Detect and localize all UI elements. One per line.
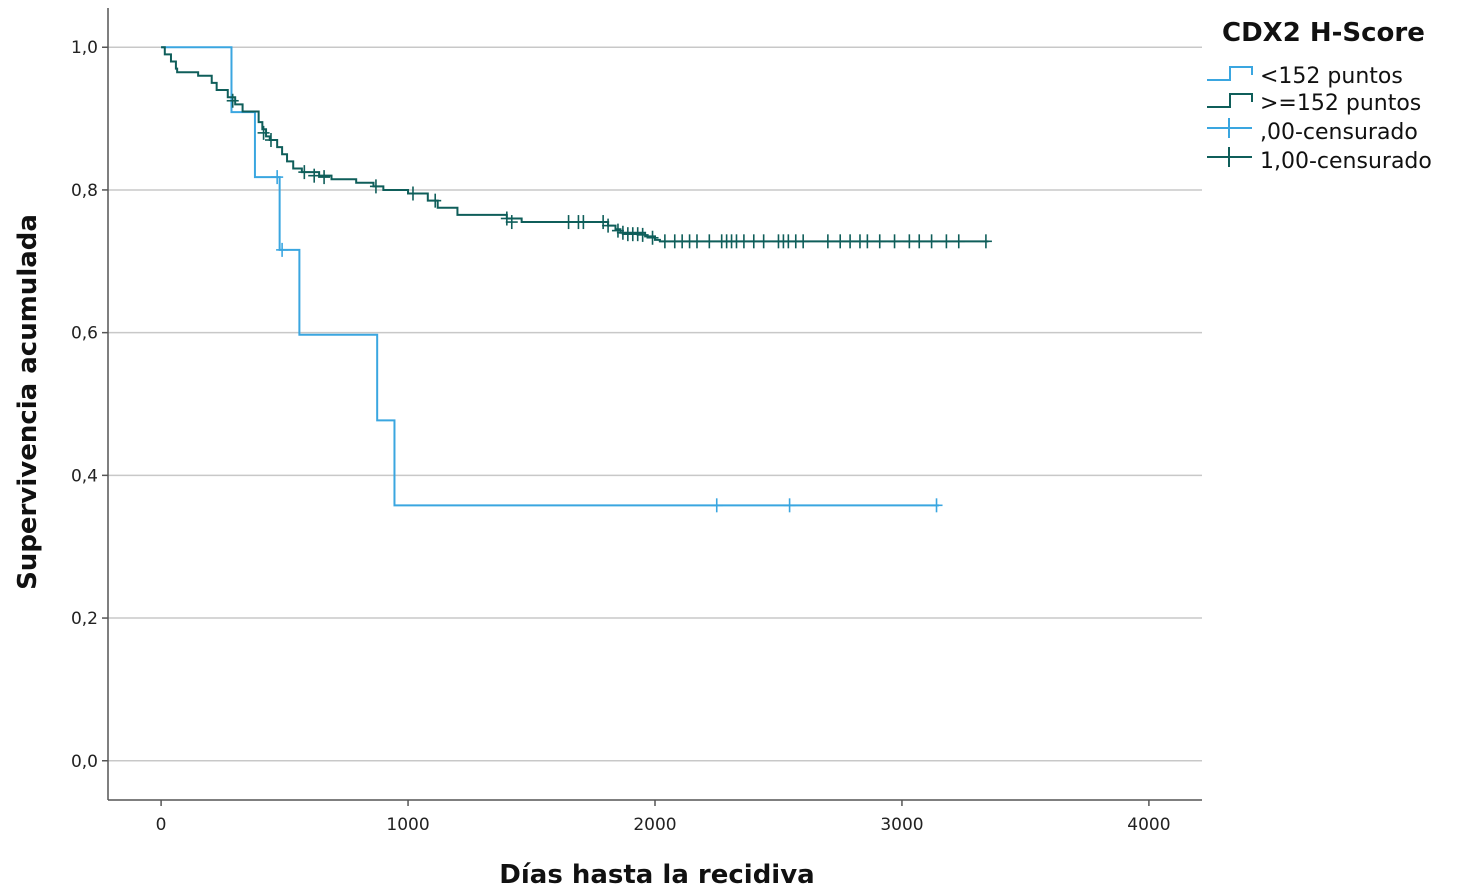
- y-tick-label: 0,4: [71, 466, 98, 486]
- series-0: [161, 46, 943, 513]
- legend-entry: ,00-censurado: [1207, 118, 1418, 145]
- y-tick-label: 0,2: [71, 609, 98, 629]
- legend-step-symbol: [1207, 93, 1253, 108]
- y-tick-label: 1,0: [71, 38, 98, 58]
- legend-label: 1,00-censurado: [1260, 149, 1432, 174]
- y-tick-label: 0,0: [71, 752, 98, 772]
- survival-step-line: [161, 46, 939, 507]
- x-tick-label: 2000: [633, 815, 676, 835]
- legend-entry: 1,00-censurado: [1207, 147, 1432, 174]
- y-tick-label: 0,8: [71, 181, 98, 201]
- y-axis-title: Supervivencia acumulada: [13, 214, 43, 590]
- x-axis-title: Días hasta la recidiva: [499, 860, 814, 890]
- legend-label: <152 puntos: [1260, 64, 1403, 89]
- x-tick-label: 1000: [386, 815, 429, 835]
- x-tick-label: 4000: [1127, 815, 1170, 835]
- x-tick-label: 3000: [880, 815, 923, 835]
- legend-entry: >=152 puntos: [1207, 91, 1421, 116]
- legend-entry: <152 puntos: [1207, 64, 1403, 89]
- legend-step-symbol: [1207, 66, 1253, 81]
- y-tick-label: 0,6: [71, 324, 98, 344]
- gridlines: [108, 46, 1202, 762]
- survival-step-line: [161, 46, 989, 243]
- legend: CDX2 H-Score <152 puntos>=152 puntos ,00-…: [1207, 18, 1432, 174]
- legend-label: ,00-censurado: [1260, 120, 1418, 145]
- tick-labels: 0,0 0,2 0,4 0,6 0,8 1,0 0 1000 2000 3000 4000: [71, 38, 1171, 835]
- survival-curves: [161, 46, 992, 513]
- legend-label: >=152 puntos: [1260, 91, 1421, 116]
- legend-title: CDX2 H-Score: [1222, 18, 1425, 48]
- x-tick-label: 0: [156, 815, 167, 835]
- series-1: [161, 46, 992, 249]
- axes: [107, 8, 1202, 801]
